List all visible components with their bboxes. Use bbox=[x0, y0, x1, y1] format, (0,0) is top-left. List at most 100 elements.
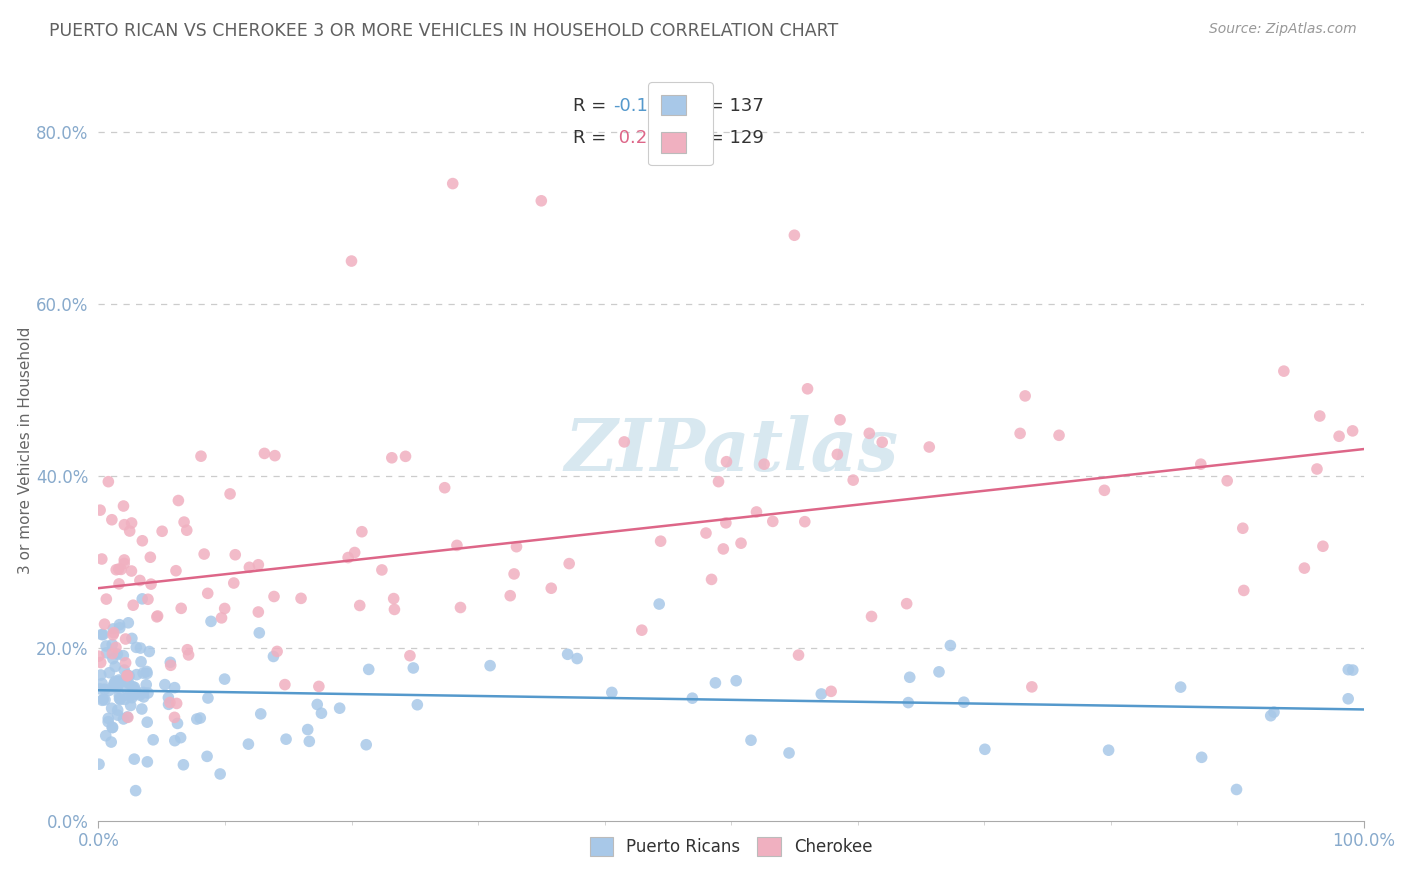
Point bbox=[115, 710, 138, 724]
Point bbox=[136, 755, 159, 769]
Text: R =: R = bbox=[574, 97, 612, 115]
Point bbox=[129, 574, 152, 588]
Point bbox=[730, 536, 752, 550]
Point bbox=[860, 609, 883, 624]
Point bbox=[136, 666, 159, 681]
Point bbox=[135, 665, 157, 679]
Point bbox=[740, 733, 762, 747]
Point bbox=[120, 564, 142, 578]
Point bbox=[122, 598, 145, 612]
Point bbox=[101, 720, 124, 734]
Point bbox=[159, 656, 181, 670]
Point bbox=[103, 622, 125, 636]
Point bbox=[707, 475, 730, 489]
Point bbox=[97, 475, 120, 489]
Point bbox=[1306, 462, 1329, 476]
Point bbox=[91, 693, 114, 707]
Point bbox=[104, 659, 127, 673]
Point bbox=[650, 534, 672, 549]
Point bbox=[297, 723, 319, 737]
Point bbox=[224, 548, 246, 562]
Point bbox=[98, 665, 121, 680]
Point bbox=[787, 648, 810, 662]
Point bbox=[1312, 539, 1334, 553]
Point bbox=[112, 557, 135, 571]
Point bbox=[177, 648, 200, 662]
Point bbox=[166, 697, 188, 711]
Point bbox=[135, 678, 157, 692]
Y-axis label: 3 or more Vehicles in Household: 3 or more Vehicles in Household bbox=[18, 326, 32, 574]
Point bbox=[87, 649, 110, 664]
Point bbox=[565, 651, 588, 665]
Point bbox=[557, 648, 579, 662]
Point bbox=[384, 602, 406, 616]
Point bbox=[136, 592, 159, 607]
Point bbox=[918, 440, 941, 454]
Point bbox=[503, 566, 526, 581]
Point bbox=[91, 627, 114, 641]
Point bbox=[96, 646, 118, 660]
Point bbox=[131, 533, 153, 548]
Point bbox=[263, 590, 285, 604]
Point bbox=[827, 447, 849, 461]
Point bbox=[176, 523, 198, 537]
Point bbox=[157, 690, 180, 705]
Point bbox=[176, 642, 198, 657]
Point bbox=[90, 627, 112, 641]
Point bbox=[793, 515, 815, 529]
Point bbox=[928, 665, 950, 679]
Point bbox=[103, 676, 125, 690]
Point bbox=[94, 729, 117, 743]
Point bbox=[354, 738, 377, 752]
Point bbox=[112, 663, 135, 677]
Point bbox=[114, 674, 136, 689]
Point bbox=[505, 540, 527, 554]
Point bbox=[1309, 409, 1331, 423]
Point bbox=[107, 562, 129, 576]
Point bbox=[104, 640, 127, 655]
Point bbox=[112, 712, 135, 726]
Point bbox=[211, 611, 233, 625]
Point bbox=[449, 600, 471, 615]
Point bbox=[98, 683, 121, 698]
Point bbox=[110, 692, 132, 706]
Point bbox=[128, 688, 150, 702]
Point bbox=[195, 749, 218, 764]
Point bbox=[91, 676, 114, 690]
Point bbox=[167, 493, 190, 508]
Point bbox=[108, 674, 131, 689]
Point bbox=[858, 426, 880, 441]
Point bbox=[1232, 521, 1254, 535]
Point bbox=[101, 679, 124, 693]
Point bbox=[1189, 457, 1212, 471]
Point bbox=[433, 481, 456, 495]
Point bbox=[120, 698, 142, 713]
Point bbox=[200, 615, 222, 629]
Point bbox=[87, 757, 110, 772]
Point bbox=[131, 591, 153, 606]
Point bbox=[117, 710, 139, 724]
Point bbox=[716, 455, 738, 469]
Point bbox=[93, 682, 115, 697]
Point bbox=[163, 733, 186, 747]
Point bbox=[173, 515, 195, 529]
Point bbox=[530, 194, 553, 208]
Point bbox=[630, 623, 652, 637]
Point bbox=[159, 658, 181, 673]
Point bbox=[898, 670, 921, 684]
Point bbox=[349, 599, 371, 613]
Point bbox=[247, 605, 270, 619]
Point bbox=[121, 680, 143, 694]
Point bbox=[188, 711, 211, 725]
Point bbox=[142, 732, 165, 747]
Point bbox=[159, 696, 181, 710]
Point bbox=[129, 655, 152, 669]
Point bbox=[371, 563, 394, 577]
Point bbox=[381, 450, 404, 465]
Point bbox=[129, 641, 152, 656]
Point bbox=[1263, 705, 1285, 719]
Point bbox=[112, 553, 135, 567]
Point bbox=[828, 413, 851, 427]
Point bbox=[122, 752, 145, 766]
Point bbox=[136, 686, 159, 700]
